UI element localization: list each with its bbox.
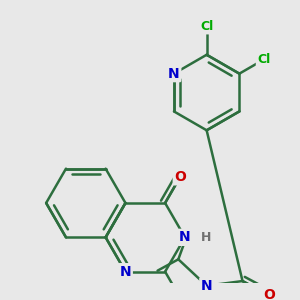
Text: H: H xyxy=(200,231,211,244)
Text: Cl: Cl xyxy=(200,20,213,33)
Text: Cl: Cl xyxy=(257,53,271,66)
Text: N: N xyxy=(168,67,180,81)
Text: O: O xyxy=(263,288,275,300)
Text: N: N xyxy=(120,265,131,279)
Text: N: N xyxy=(179,230,191,244)
Text: O: O xyxy=(174,170,186,184)
Text: N: N xyxy=(201,279,212,293)
